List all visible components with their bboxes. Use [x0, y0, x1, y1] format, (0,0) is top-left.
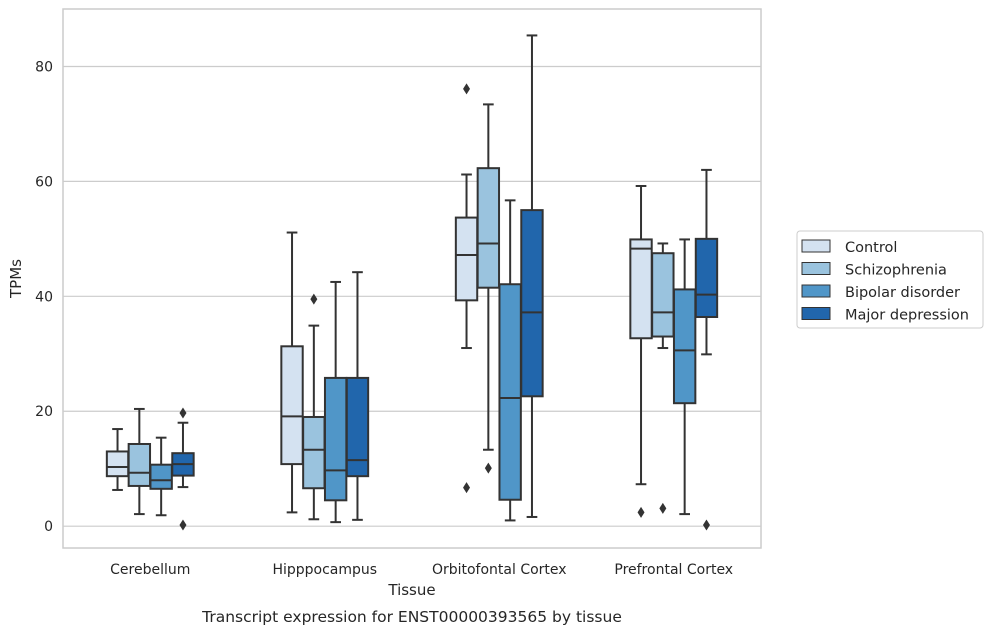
box-iqr	[520, 209, 544, 398]
box-schizophrenia	[651, 242, 675, 514]
box-iqr	[454, 216, 479, 302]
plot-frame	[62, 8, 762, 549]
x-tick-label: Hipppocampus	[272, 562, 377, 578]
box-plot-marks	[105, 34, 719, 531]
legend-entry-label: Control	[845, 240, 897, 256]
box-bipolar-disorder	[149, 436, 173, 517]
box-schizophrenia	[302, 293, 326, 521]
box-iqr	[345, 376, 370, 478]
box-major-depression	[171, 407, 195, 531]
box-bipolar-disorder	[672, 238, 697, 516]
legend-swatch	[801, 307, 831, 320]
chart-caption: Transcript expression for ENST0000039356…	[201, 608, 622, 626]
x-tick-label: Orbitofontal Cortex	[432, 562, 567, 578]
box-schizophrenia	[476, 103, 501, 474]
legend: Control Schizophrenia Bipolar disorder Majo…	[796, 230, 984, 329]
box-iqr	[149, 463, 173, 490]
box-control	[454, 83, 479, 494]
y-tick-label: 60	[35, 174, 53, 190]
legend-swatch	[801, 239, 831, 253]
outlier-point	[463, 83, 471, 95]
box-iqr	[323, 376, 348, 502]
box-iqr	[498, 283, 522, 501]
outlier-point	[702, 519, 710, 531]
box-control	[280, 231, 304, 514]
y-tick-label: 40	[35, 289, 53, 305]
legend-swatch	[801, 284, 831, 298]
outlier-point	[637, 506, 645, 518]
legend-frame	[796, 230, 984, 329]
box-schizophrenia	[127, 407, 152, 516]
x-tick-label: Prefrontal Cortex	[614, 562, 733, 578]
box-iqr	[280, 345, 304, 466]
x-axis-ticks: Cerebellum Hipppocampus Orbitofontal Corte…	[110, 562, 733, 578]
box-iqr	[651, 252, 675, 338]
box-major-depression	[520, 34, 544, 518]
y-axis-ticks: 0 20 40 60 80	[35, 59, 53, 535]
outlier-point	[659, 502, 667, 514]
outlier-point	[179, 519, 187, 531]
y-tick-label: 80	[35, 59, 53, 75]
outlier-point	[484, 462, 492, 474]
y-tick-label: 20	[35, 404, 53, 420]
box-iqr	[302, 415, 326, 490]
box-control	[629, 184, 653, 518]
box-major-depression	[345, 271, 370, 521]
legend-swatch	[801, 262, 831, 275]
legend-entry-label: Schizophrenia	[845, 263, 947, 279]
y-tick-label: 0	[44, 519, 53, 535]
box-iqr	[476, 167, 501, 289]
box-bipolar-disorder	[498, 199, 522, 522]
box-bipolar-disorder	[323, 280, 348, 524]
box-iqr	[105, 450, 130, 478]
box-iqr	[672, 288, 697, 405]
x-axis-label: Tissue	[387, 581, 435, 599]
box-iqr	[127, 442, 152, 487]
grid-lines	[63, 65, 761, 527]
outlier-point	[310, 293, 318, 305]
box-control	[105, 428, 130, 491]
legend-entry-label: Bipolar disorder	[845, 285, 960, 301]
box-major-depression	[694, 168, 719, 531]
box-iqr	[629, 238, 653, 340]
y-axis-label: TPMs	[7, 259, 25, 299]
box-iqr	[694, 237, 719, 319]
outlier-point	[463, 482, 471, 494]
x-tick-label: Cerebellum	[110, 562, 190, 578]
outlier-point	[179, 407, 187, 419]
legend-entry-label: Major depression	[845, 308, 969, 324]
